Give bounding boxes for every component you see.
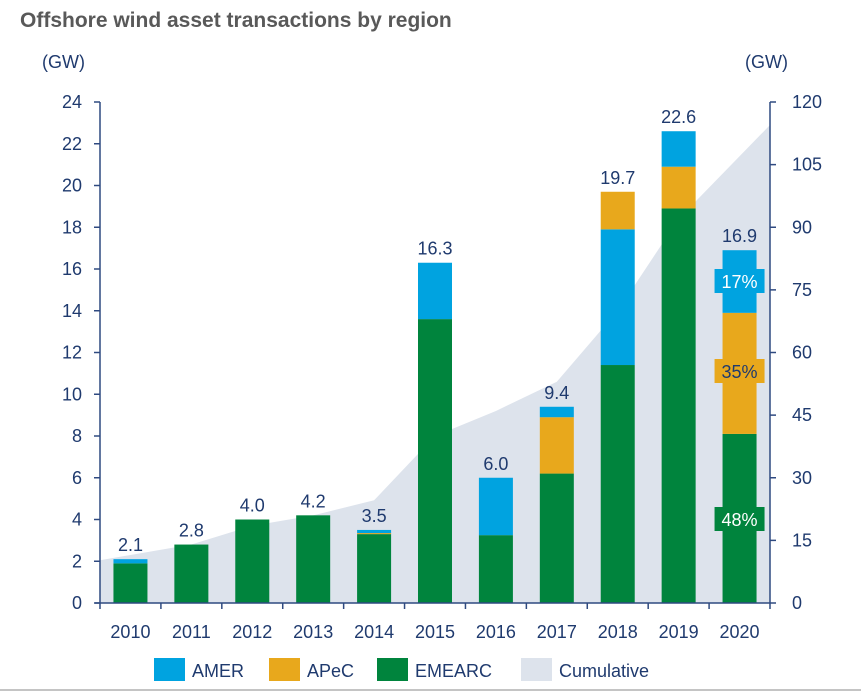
right-tick-label: 15 bbox=[792, 530, 812, 550]
bar-segment-amer-2016 bbox=[478, 477, 513, 536]
x-tick-label-2015: 2015 bbox=[415, 622, 455, 642]
axes-layer: 0246810121416182022240153045607590105120… bbox=[62, 92, 822, 642]
bar-segment-emearc-2013 bbox=[296, 515, 331, 603]
left-tick-label: 4 bbox=[72, 510, 82, 530]
left-tick-label: 24 bbox=[62, 92, 82, 112]
x-tick-label-2010: 2010 bbox=[110, 622, 150, 642]
x-tick-label-2017: 2017 bbox=[537, 622, 577, 642]
left-tick-label: 18 bbox=[62, 217, 82, 237]
x-tick-label-2013: 2013 bbox=[293, 622, 333, 642]
right-tick-label: 120 bbox=[792, 92, 822, 112]
left-tick-label: 0 bbox=[72, 593, 82, 613]
total-label-2011: 2.8 bbox=[179, 521, 204, 541]
total-label-2018: 19.7 bbox=[600, 168, 635, 188]
total-label-2017: 9.4 bbox=[544, 383, 569, 403]
left-tick-label: 22 bbox=[62, 134, 82, 154]
total-label-2013: 4.2 bbox=[301, 491, 326, 511]
bar-segment-emearc-2011 bbox=[174, 544, 209, 603]
bar-segment-apec-2014 bbox=[357, 533, 392, 535]
x-tick-label-2016: 2016 bbox=[476, 622, 516, 642]
legend-label-emearc: EMEARC bbox=[415, 661, 492, 681]
bar-segment-apec-2019 bbox=[661, 166, 696, 209]
bars-layer: 2.1 2.8 4.0 4.2 3.5 16.3 6.0 9.4 19.7 22.6 16.9 17%… bbox=[113, 107, 765, 603]
bar-segment-amer-2018 bbox=[600, 229, 635, 366]
x-tick-label-2020: 2020 bbox=[720, 622, 760, 642]
right-tick-label: 60 bbox=[792, 343, 812, 363]
legend-swatch-cumulative bbox=[521, 658, 552, 681]
percent-label-emearc: 48% bbox=[722, 510, 758, 530]
left-tick-label: 8 bbox=[72, 426, 82, 446]
left-tick-label: 6 bbox=[72, 468, 82, 488]
right-tick-label: 75 bbox=[792, 280, 812, 300]
x-tick-label-2018: 2018 bbox=[598, 622, 638, 642]
right-tick-label: 30 bbox=[792, 468, 812, 488]
bar-segment-amer-2017 bbox=[539, 406, 574, 418]
right-tick-label: 0 bbox=[792, 593, 802, 613]
bar-segment-emearc-2018 bbox=[600, 365, 635, 603]
x-tick-label-2014: 2014 bbox=[354, 622, 394, 642]
bar-segment-amer-2014 bbox=[357, 529, 392, 534]
left-tick-label: 2 bbox=[72, 551, 82, 571]
left-axis-unit: (GW) bbox=[42, 52, 85, 72]
x-tick-label-2011: 2011 bbox=[172, 622, 211, 642]
x-tick-label-2019: 2019 bbox=[659, 622, 699, 642]
total-label-2015: 16.3 bbox=[417, 239, 452, 259]
bar-segment-emearc-2012 bbox=[235, 519, 270, 603]
bar-segment-emearc-2015 bbox=[418, 319, 452, 603]
chart-title: Offshore wind asset transactions by regi… bbox=[20, 9, 452, 32]
total-label-2012: 4.0 bbox=[240, 496, 265, 516]
bar-segment-amer-2010 bbox=[113, 559, 148, 564]
bar-segment-apec-2018 bbox=[600, 191, 635, 230]
right-tick-label: 45 bbox=[792, 405, 812, 425]
left-tick-label: 12 bbox=[62, 343, 82, 363]
right-tick-label: 105 bbox=[792, 155, 822, 175]
left-tick-label: 14 bbox=[62, 301, 82, 321]
bar-segment-emearc-2014 bbox=[357, 534, 392, 603]
legend-swatch-amer bbox=[154, 658, 185, 681]
percent-label-amer: 17% bbox=[722, 272, 758, 292]
percent-label-apec: 35% bbox=[722, 362, 758, 382]
total-label-2010: 2.1 bbox=[118, 535, 143, 555]
bar-segment-emearc-2017 bbox=[539, 473, 574, 603]
legend-swatch-apec bbox=[269, 658, 300, 681]
total-label-2016: 6.0 bbox=[483, 454, 508, 474]
left-tick-label: 10 bbox=[62, 384, 82, 404]
bar-segment-apec-2017 bbox=[539, 417, 574, 474]
total-label-2019: 22.6 bbox=[661, 107, 696, 127]
bar-segment-emearc-2019 bbox=[661, 208, 696, 603]
left-tick-label: 16 bbox=[62, 259, 82, 279]
legend-label-cumulative: Cumulative bbox=[559, 661, 649, 681]
bar-segment-emearc-2016 bbox=[478, 535, 513, 603]
percent-box-apec bbox=[714, 359, 765, 383]
right-axis-unit: (GW) bbox=[745, 52, 788, 72]
bar-segment-amer-2019 bbox=[661, 131, 696, 167]
total-label-2020: 16.9 bbox=[722, 226, 757, 246]
percent-box-amer bbox=[714, 269, 765, 293]
bar-segment-emearc-2010 bbox=[113, 563, 148, 603]
percent-box-emearc bbox=[714, 507, 765, 531]
left-tick-label: 20 bbox=[62, 176, 82, 196]
legend: AMER APeC EMEARC Cumulative bbox=[154, 658, 649, 681]
legend-swatch-emearc bbox=[377, 658, 408, 681]
bar-segment-amer-2015 bbox=[418, 262, 452, 320]
total-label-2014: 3.5 bbox=[362, 506, 387, 526]
legend-label-amer: AMER bbox=[192, 661, 244, 681]
x-tick-label-2012: 2012 bbox=[232, 622, 272, 642]
legend-label-apec: APeC bbox=[307, 661, 354, 681]
right-tick-label: 90 bbox=[792, 217, 812, 237]
